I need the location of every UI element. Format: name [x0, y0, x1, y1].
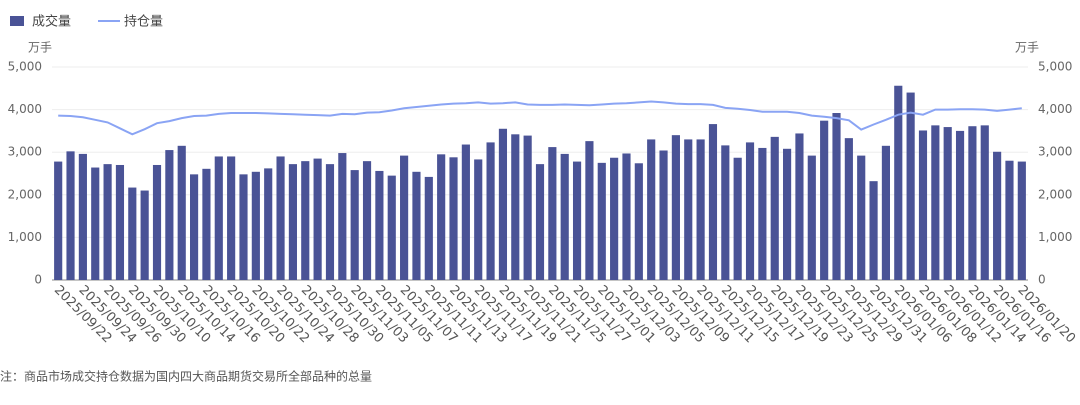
bar: [795, 133, 804, 280]
bar: [758, 147, 767, 280]
bar: [202, 168, 211, 280]
y-tick-label: 4,000: [8, 102, 42, 116]
bar: [572, 161, 582, 280]
bar: [708, 124, 718, 280]
y2-tick-label: 3,000: [1038, 145, 1072, 159]
bar: [115, 164, 125, 280]
bar: [437, 154, 446, 280]
bar: [91, 167, 100, 280]
bar: [918, 130, 928, 280]
bar: [955, 130, 965, 280]
y2-unit: 万手: [1015, 41, 1039, 55]
bar: [597, 162, 606, 280]
bar: [844, 138, 853, 280]
bar: [696, 139, 705, 280]
bar: [78, 153, 87, 280]
bar: [449, 157, 458, 280]
bar: [770, 136, 779, 280]
bar: [400, 155, 409, 280]
bar: [993, 151, 1002, 280]
y-tick-label: 1,000: [8, 230, 42, 244]
bar: [177, 145, 186, 280]
bar: [227, 156, 236, 280]
y-tick-label: 0: [34, 273, 42, 287]
bar: [832, 113, 841, 281]
bar: [498, 128, 508, 280]
bar: [610, 157, 619, 280]
bar: [511, 134, 520, 280]
y-tick-label: 3,000: [8, 145, 42, 159]
bar: [820, 120, 829, 281]
bar: [338, 153, 347, 280]
bar: [931, 125, 940, 280]
bar: [350, 170, 359, 280]
bar: [659, 150, 668, 280]
bar: [894, 85, 903, 280]
bar: [745, 142, 755, 280]
bar: [276, 156, 285, 280]
y-tick-label: 5,000: [8, 60, 42, 74]
bar: [362, 161, 372, 280]
y-unit: 万手: [28, 41, 52, 55]
bar: [622, 153, 631, 280]
bar: [634, 163, 643, 280]
legend-swatch: [10, 16, 24, 26]
bar: [523, 135, 532, 280]
bar: [288, 164, 297, 280]
bar: [301, 161, 310, 280]
bar: [684, 139, 693, 280]
bar: [103, 164, 112, 280]
bar: [474, 159, 483, 280]
bar: [1017, 161, 1026, 280]
bar: [560, 153, 569, 280]
bar: [128, 187, 137, 280]
legend-label: 成交量: [32, 14, 71, 30]
bar: [807, 155, 816, 280]
bar: [857, 155, 866, 280]
bar: [424, 176, 433, 280]
y2-tick-label: 1,000: [1038, 230, 1072, 244]
y2-tick-label: 4,000: [1038, 102, 1072, 116]
bar: [264, 168, 273, 280]
y2-tick-label: 5,000: [1038, 60, 1072, 74]
bar: [66, 151, 75, 280]
bar: [980, 125, 989, 280]
bar: [375, 170, 384, 280]
y2-tick-label: 0: [1038, 273, 1046, 287]
bar: [968, 126, 977, 281]
bar: [671, 135, 680, 280]
bar: [387, 175, 396, 280]
bar: [325, 164, 335, 280]
bar: [943, 127, 952, 280]
bar: [251, 171, 260, 280]
bar: [461, 144, 470, 280]
bar: [189, 174, 199, 280]
bar: [54, 161, 63, 280]
bar: [313, 158, 322, 280]
bar: [214, 156, 223, 280]
bar: [585, 141, 594, 280]
bar: [140, 190, 149, 280]
bar: [906, 92, 915, 280]
bar: [152, 164, 162, 280]
y-tick-label: 2,000: [8, 187, 42, 201]
footnote: 注：商品市场成交持仓数据为国内四大商品期货交易所全部品种的总量: [0, 369, 372, 384]
bar: [1005, 160, 1014, 280]
bar: [869, 181, 878, 280]
legend-label: 持仓量: [124, 15, 163, 30]
bar: [239, 174, 248, 280]
line: [58, 100, 1022, 136]
bar: [535, 164, 545, 280]
bar: [733, 157, 742, 280]
bar: [548, 147, 557, 280]
y2-tick-label: 2,000: [1038, 187, 1072, 201]
bar: [647, 139, 656, 280]
bar: [881, 145, 891, 280]
bar: [783, 148, 792, 280]
bar: [165, 150, 174, 280]
bar: [486, 142, 495, 280]
bar: [721, 145, 730, 280]
bar: [412, 171, 421, 280]
